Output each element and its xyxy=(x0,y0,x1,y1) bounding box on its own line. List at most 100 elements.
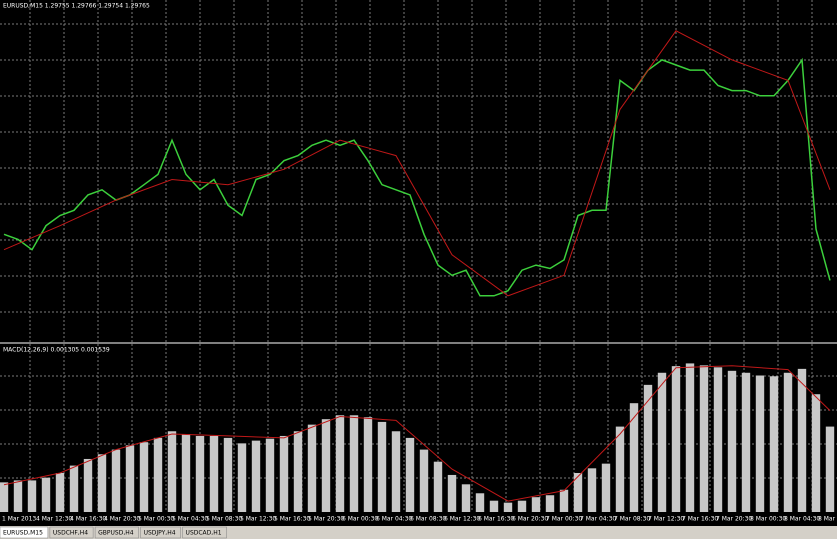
price-line xyxy=(3,57,831,297)
time-label: 8 Mar 04:30 xyxy=(784,516,820,523)
histogram-bar xyxy=(139,442,149,512)
histogram-bar xyxy=(447,474,457,512)
histogram-bar xyxy=(195,435,205,512)
tab-label[interactable]: USDJPY,H4 xyxy=(144,530,176,537)
histogram-bar xyxy=(209,435,219,512)
time-label: 6 Mar 04:30 xyxy=(376,516,412,523)
histogram-bar xyxy=(671,366,681,512)
histogram-bar xyxy=(545,495,555,512)
histogram-bar xyxy=(125,445,135,512)
time-label: 5 Mar 20:30 xyxy=(308,516,344,523)
histogram-bar xyxy=(615,426,625,512)
histogram-bar xyxy=(475,493,485,512)
histogram-bar xyxy=(181,434,191,512)
histogram-bar xyxy=(41,477,51,512)
histogram-bar xyxy=(601,463,611,512)
time-label: 5 Mar 00:30 xyxy=(138,516,174,523)
histogram-bar xyxy=(97,454,107,512)
tab-background xyxy=(0,526,49,539)
time-label: 5 Mar 08:30 xyxy=(206,516,242,523)
indicator-label: MACD(12,26,9) 0.001305 0.001539 xyxy=(3,347,110,354)
histogram-bar xyxy=(587,468,597,512)
time-label: 5 Mar 12:30 xyxy=(240,516,276,523)
histogram-bar xyxy=(797,368,807,512)
time-label: 4 Mar 12:30 xyxy=(36,516,72,523)
time-label: 7 Mar 12:30 xyxy=(648,516,684,523)
tab[interactable]: USDJPY,H4 xyxy=(140,526,181,539)
time-label: 6 Mar 00:30 xyxy=(342,516,378,523)
histogram-bar xyxy=(741,372,751,512)
time-label: 1 Mar 2013 xyxy=(2,516,36,523)
histogram-bar xyxy=(573,473,583,512)
histogram-bar xyxy=(335,415,345,512)
histogram-bar xyxy=(265,438,275,512)
histogram-bar xyxy=(223,437,233,512)
histogram-bar xyxy=(769,376,779,512)
time-label: 7 Mar 16:30 xyxy=(682,516,718,523)
time-label: 8 Mar 00:30 xyxy=(750,516,786,523)
tab-label[interactable]: EURUSD,M15 xyxy=(3,530,43,537)
histogram-bar xyxy=(251,440,261,512)
histogram-bar xyxy=(405,437,415,512)
tab-background xyxy=(49,526,94,539)
histogram-bar xyxy=(489,500,499,512)
histogram-bar xyxy=(13,480,23,512)
histogram-bar xyxy=(167,431,177,512)
histogram-bar xyxy=(825,426,835,512)
histogram-bar xyxy=(363,417,373,512)
histogram-bar xyxy=(391,431,401,512)
histogram-bar xyxy=(27,480,37,512)
histogram-bar xyxy=(153,437,163,512)
tab-background xyxy=(182,526,227,539)
histogram-bar xyxy=(783,372,793,512)
time-label: 7 Mar 08:30 xyxy=(614,516,650,523)
signal-line xyxy=(3,365,831,502)
tab[interactable]: EURUSD,M15 xyxy=(0,526,49,539)
time-label: 4 Mar 20:30 xyxy=(104,516,140,523)
tab[interactable]: USDCAD,H1 xyxy=(182,526,227,539)
histogram-bar xyxy=(237,443,247,512)
histogram-bar xyxy=(307,424,317,512)
time-label: 5 Mar 16:30 xyxy=(274,516,310,523)
histogram-bar xyxy=(713,367,723,512)
histogram-bar xyxy=(83,458,93,512)
histogram-bar xyxy=(685,363,695,512)
time-label: 7 Mar 20:30 xyxy=(716,516,752,523)
histogram-bar xyxy=(629,403,639,512)
histogram-bar xyxy=(55,473,65,512)
time-label: 6 Mar 12:30 xyxy=(444,516,480,523)
histogram-bar xyxy=(0,482,9,512)
tab-background xyxy=(140,526,181,539)
histogram-bar xyxy=(657,372,667,512)
histogram-bar xyxy=(461,484,471,512)
histogram-bar xyxy=(727,370,737,512)
histogram-bar xyxy=(811,394,821,512)
moving-average xyxy=(3,30,831,297)
histogram-bar xyxy=(321,419,331,512)
time-label: 6 Mar 08:30 xyxy=(410,516,446,523)
histogram-bar xyxy=(503,502,513,512)
time-label: 6 Mar 20:30 xyxy=(512,516,548,523)
tab-label[interactable]: USDCAD,H1 xyxy=(186,530,222,537)
tab-label[interactable]: GBPUSD,H4 xyxy=(98,530,134,537)
histogram-bar xyxy=(755,375,765,512)
tab[interactable]: USDCHF,H4 xyxy=(49,526,94,539)
histogram-bar xyxy=(699,365,709,512)
histogram-bar xyxy=(643,384,653,512)
histogram-bar xyxy=(531,497,541,512)
histogram-bar xyxy=(349,415,359,512)
symbol-line: EURUSD,M15 1.29755 1.29766 1.29754 1.297… xyxy=(3,3,150,10)
histogram-bar xyxy=(517,500,527,512)
time-label: 5 Mar 04:30 xyxy=(172,516,208,523)
time-label: 8 Mar 08:30 xyxy=(818,516,837,523)
time-label: 7 Mar 00:30 xyxy=(546,516,582,523)
tab[interactable]: GBPUSD,H4 xyxy=(94,526,139,539)
histogram-bar xyxy=(69,465,79,512)
tab-background xyxy=(94,526,139,539)
histogram-bar xyxy=(419,449,429,512)
tab-label[interactable]: USDCHF,H4 xyxy=(53,530,88,537)
histogram-bar xyxy=(111,449,121,512)
time-label: 7 Mar 04:30 xyxy=(580,516,616,523)
histogram-bar xyxy=(377,421,387,512)
